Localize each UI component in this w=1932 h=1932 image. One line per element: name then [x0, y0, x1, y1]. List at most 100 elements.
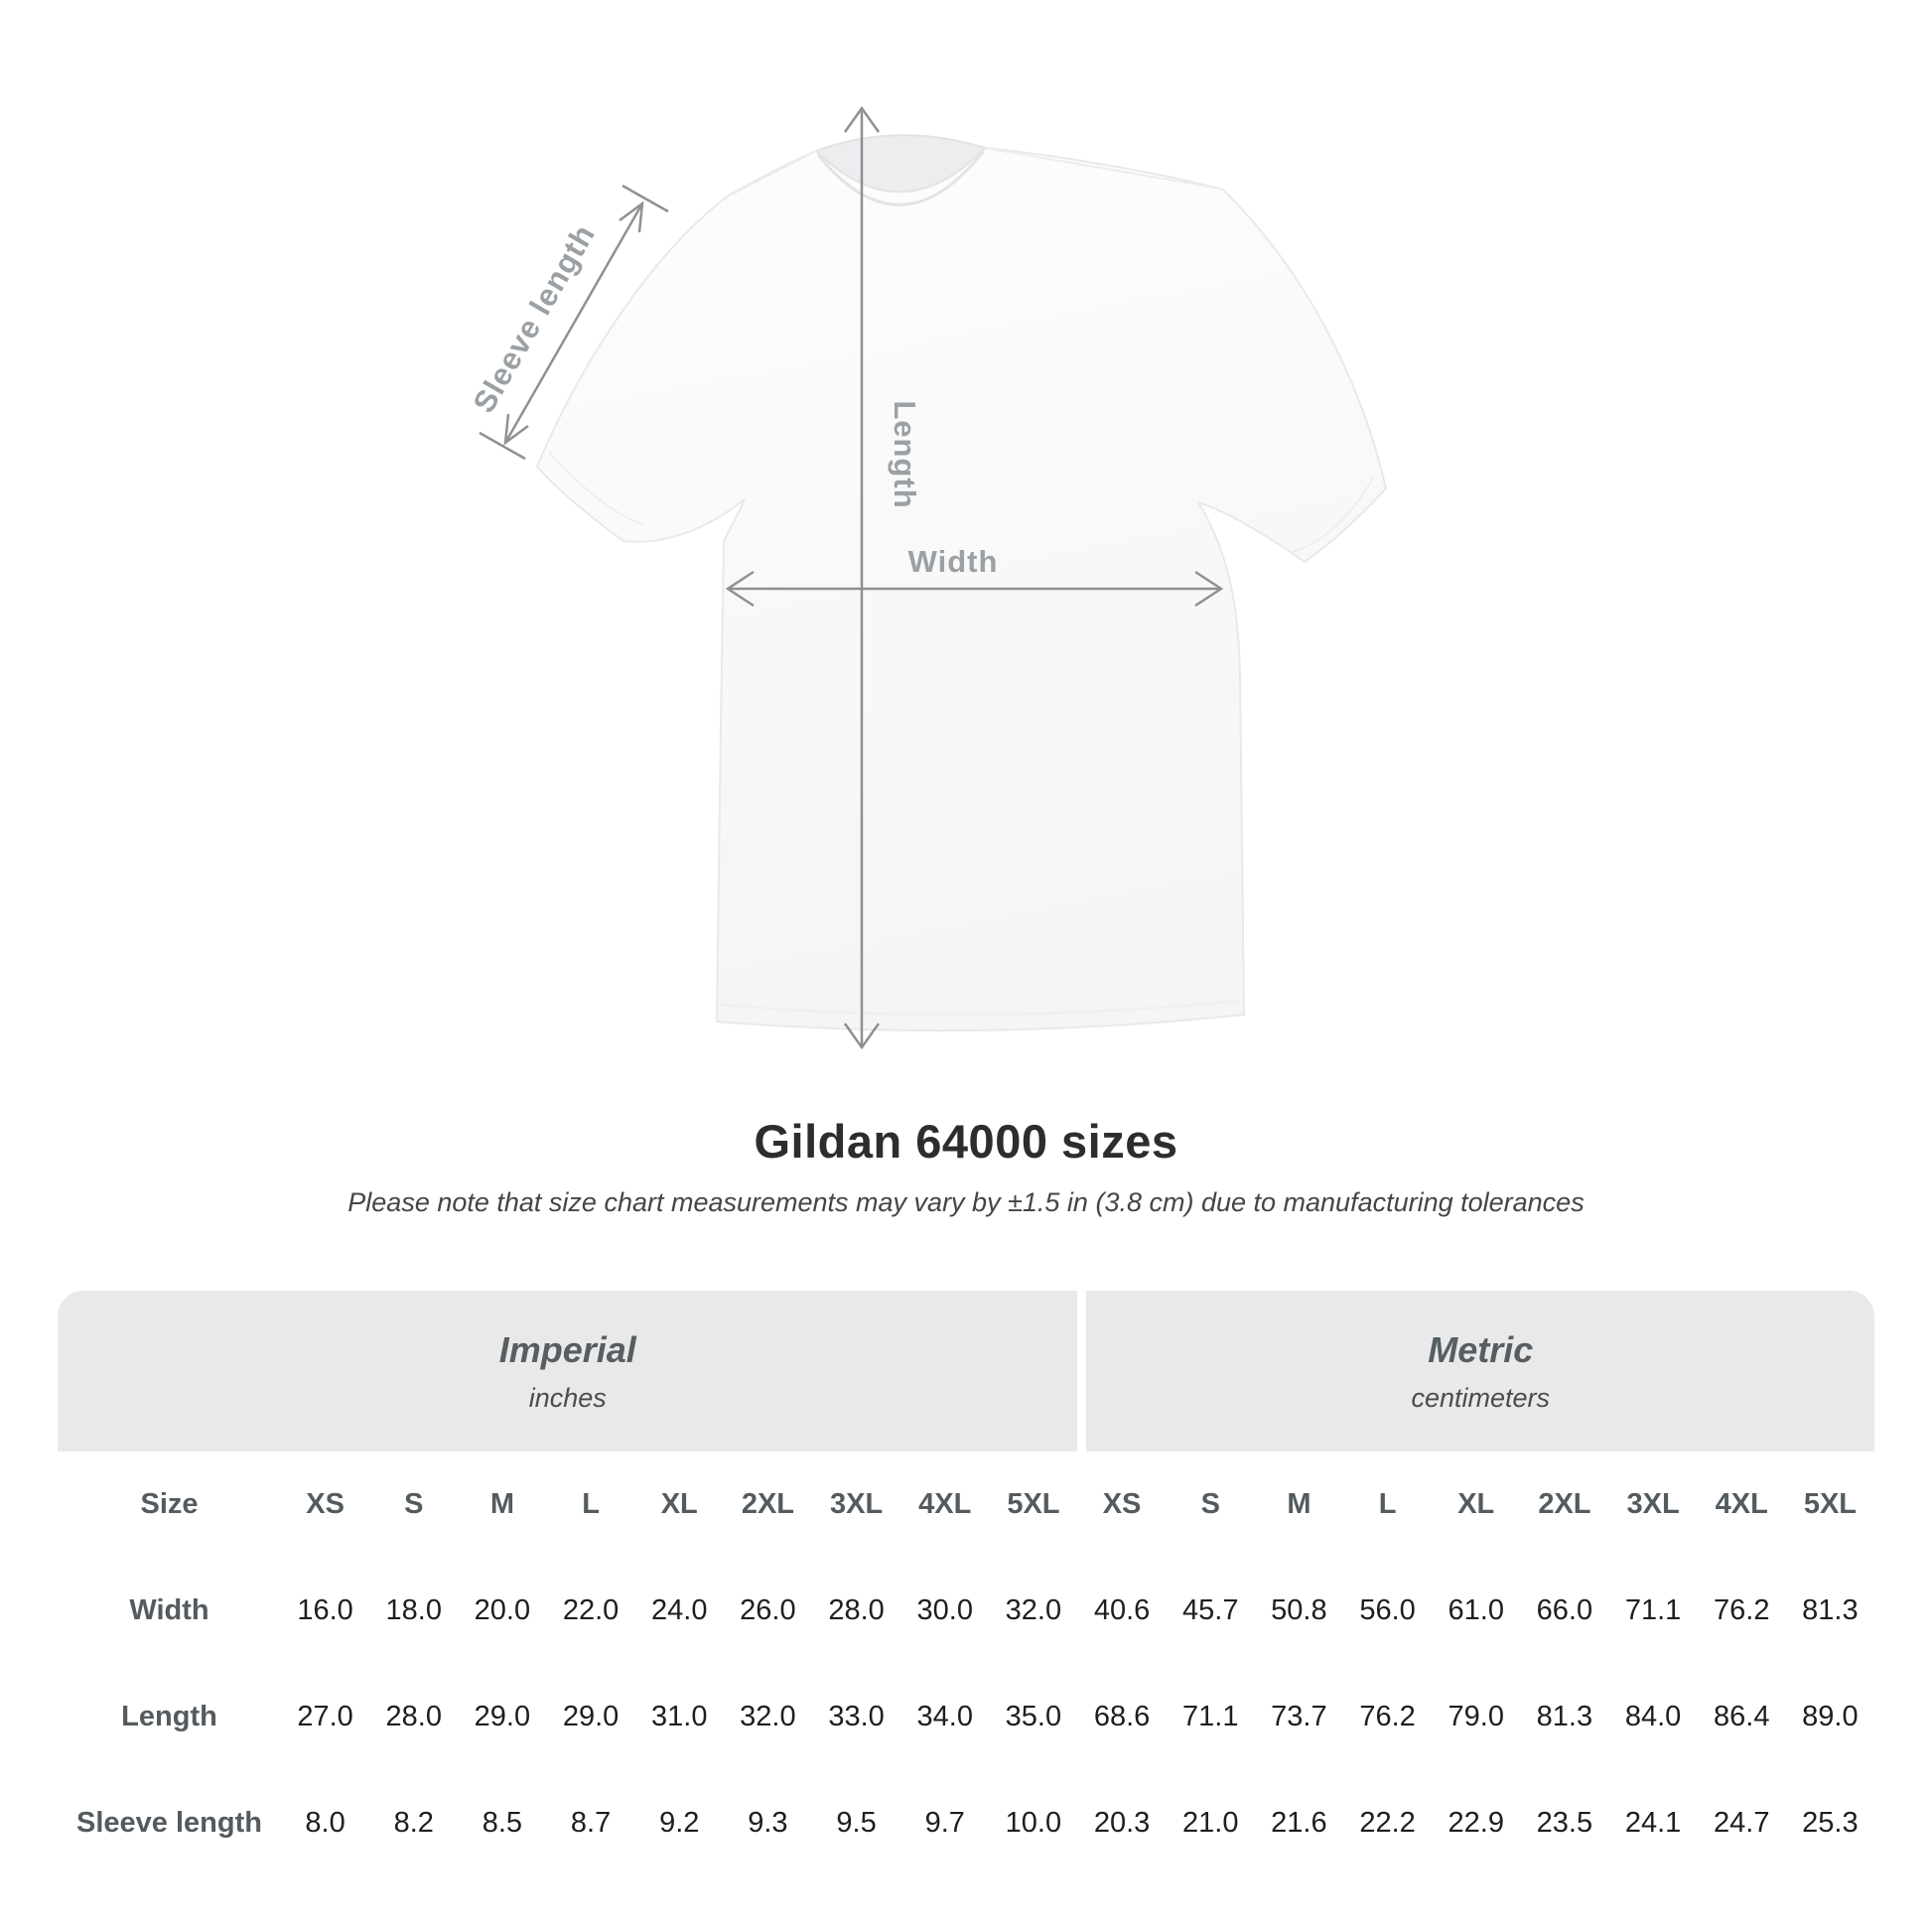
tshirt-shoulder-seam-right [984, 147, 1222, 190]
length-imp-cell: 33.0 [811, 1664, 901, 1770]
sleeve-met-cell: 24.7 [1697, 1770, 1786, 1876]
width-met-cell: 45.7 [1166, 1558, 1255, 1664]
sleeve-met-cell: 22.2 [1342, 1770, 1433, 1876]
length-met-cell: 76.2 [1342, 1664, 1433, 1770]
length-met-cell: 73.7 [1254, 1664, 1343, 1770]
length-imp-cell: 34.0 [900, 1664, 990, 1770]
page-title: Gildan 64000 sizes [754, 1115, 1178, 1168]
length-row-label: Length [58, 1664, 281, 1770]
tshirt-collar [814, 134, 987, 194]
imperial-band-label: Imperial [498, 1328, 636, 1370]
width-imp-cell: 22.0 [546, 1558, 635, 1664]
metric-band-unit: centimeters [1411, 1382, 1551, 1413]
size-table: Imperial inches Metric centimeters Size … [58, 1291, 1874, 1876]
width-imp-cell: 24.0 [634, 1558, 724, 1664]
size-col-header-imp-l: L [546, 1451, 635, 1558]
width-arrow: Width [725, 544, 1224, 608]
size-col-header-met-s: S [1166, 1451, 1255, 1558]
width-imp-cell: 20.0 [458, 1558, 547, 1664]
size-col-header-imp-3xl: 3XL [811, 1451, 901, 1558]
metric-band: Metric centimeters [1077, 1291, 1874, 1451]
length-arrow: Length [843, 105, 922, 1050]
width-imp-cell: 32.0 [989, 1558, 1078, 1664]
length-imp-cell: 31.0 [634, 1664, 724, 1770]
size-col-header-met-m: M [1254, 1451, 1343, 1558]
imperial-band: Imperial inches [58, 1291, 1078, 1451]
length-met-cell: 86.4 [1697, 1664, 1786, 1770]
size-col-header-imp-xl: XL [634, 1451, 724, 1558]
tolerance-note: Please note that size chart measurements… [347, 1187, 1585, 1217]
sleeve-met-cell: 22.9 [1432, 1770, 1521, 1876]
tshirt-shoulder-seam-left [731, 150, 817, 196]
sleeve-imp-cell: 9.5 [811, 1770, 901, 1876]
width-label: Width [908, 544, 999, 579]
width-row-label: Width [58, 1558, 281, 1664]
sleeve-met-cell: 20.3 [1077, 1770, 1167, 1876]
sleeve-imp-cell: 8.0 [281, 1770, 370, 1876]
size-col-header-imp-m: M [458, 1451, 547, 1558]
length-imp-cell: 29.0 [546, 1664, 635, 1770]
tshirt-measurement-figure: Sleeve length Length Width [467, 105, 1388, 1050]
width-met-cell: 81.3 [1785, 1558, 1874, 1664]
size-col-header-met-xs: XS [1077, 1451, 1167, 1558]
width-imp-cell: 16.0 [281, 1558, 370, 1664]
sleeve-met-cell: 25.3 [1785, 1770, 1874, 1876]
sleeve-length-row-label: Sleeve length [58, 1770, 281, 1876]
width-met-cell: 56.0 [1342, 1558, 1433, 1664]
tshirt-graphic [535, 134, 1388, 1032]
tshirt-body [535, 136, 1388, 1032]
width-met-cell: 66.0 [1520, 1558, 1609, 1664]
length-imp-cell: 28.0 [369, 1664, 459, 1770]
size-col-header-imp-4xl: 4XL [900, 1451, 990, 1558]
size-col-header-met-3xl: 3XL [1608, 1451, 1698, 1558]
length-imp-cell: 29.0 [458, 1664, 547, 1770]
size-col-header-imp-xs: XS [281, 1451, 370, 1558]
sleeve-imp-cell: 9.7 [900, 1770, 990, 1876]
length-met-cell: 89.0 [1785, 1664, 1874, 1770]
tshirt-sleeve-hem-right [1292, 476, 1375, 553]
sleeve-imp-cell: 8.5 [458, 1770, 547, 1876]
width-met-cell: 71.1 [1608, 1558, 1698, 1664]
sleeve-imp-cell: 8.2 [369, 1770, 459, 1876]
length-imp-cell: 32.0 [723, 1664, 812, 1770]
width-imp-cell: 18.0 [369, 1558, 459, 1664]
length-met-cell: 71.1 [1166, 1664, 1255, 1770]
size-col-header-imp-5xl: 5XL [989, 1451, 1078, 1558]
width-imp-cell: 28.0 [811, 1558, 901, 1664]
width-met-cell: 40.6 [1077, 1558, 1167, 1664]
sleeve-met-cell: 24.1 [1608, 1770, 1698, 1876]
size-header: Size [58, 1451, 281, 1558]
metric-band-label: Metric [1428, 1328, 1534, 1370]
sleeve-met-cell: 21.6 [1254, 1770, 1343, 1876]
sleeve-met-cell: 23.5 [1520, 1770, 1609, 1876]
tshirt-collar-seam [816, 151, 985, 207]
tshirt-sleeve-hem-left [548, 451, 644, 525]
width-imp-cell: 26.0 [723, 1558, 812, 1664]
tshirt-bottom-hem [720, 999, 1241, 1017]
size-col-header-met-4xl: 4XL [1697, 1451, 1786, 1558]
size-col-header-imp-2xl: 2XL [723, 1451, 812, 1558]
length-met-cell: 79.0 [1432, 1664, 1521, 1770]
length-imp-cell: 27.0 [281, 1664, 370, 1770]
size-col-header-met-xl: XL [1432, 1451, 1521, 1558]
width-met-cell: 50.8 [1254, 1558, 1343, 1664]
length-met-cell: 81.3 [1520, 1664, 1609, 1770]
size-col-header-met-5xl: 5XL [1785, 1451, 1874, 1558]
sleeve-imp-cell: 9.2 [634, 1770, 724, 1876]
length-label: Length [888, 400, 922, 508]
sleeve-met-cell: 21.0 [1166, 1770, 1255, 1876]
length-met-cell: 84.0 [1608, 1664, 1698, 1770]
size-col-header-met-l: L [1342, 1451, 1433, 1558]
width-met-cell: 61.0 [1432, 1558, 1521, 1664]
sleeve-imp-cell: 10.0 [989, 1770, 1078, 1876]
width-imp-cell: 30.0 [900, 1558, 990, 1664]
imperial-band-unit: inches [528, 1382, 607, 1413]
sleeve-imp-cell: 8.7 [546, 1770, 635, 1876]
width-met-cell: 76.2 [1697, 1558, 1786, 1664]
length-met-cell: 68.6 [1077, 1664, 1167, 1770]
size-col-header-met-2xl: 2XL [1520, 1451, 1609, 1558]
size-col-header-imp-s: S [369, 1451, 459, 1558]
sleeve-imp-cell: 9.3 [723, 1770, 812, 1876]
length-imp-cell: 35.0 [989, 1664, 1078, 1770]
